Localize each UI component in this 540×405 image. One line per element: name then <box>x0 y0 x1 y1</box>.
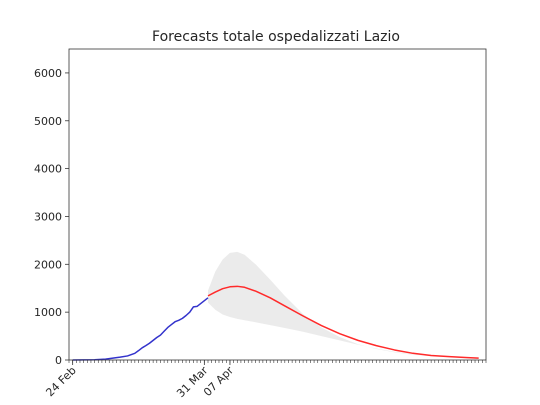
y-tick-label: 0 <box>55 354 62 367</box>
series-layer <box>72 285 479 361</box>
chart-title: Forecasts totale ospedalizzati Lazio <box>152 29 400 45</box>
forecast-series-line <box>207 285 479 359</box>
y-tick-label: 5000 <box>34 115 62 128</box>
y-tick-label: 2000 <box>34 258 62 271</box>
confidence-band <box>208 251 479 359</box>
y-tick-label: 4000 <box>34 163 62 176</box>
observed-series-line <box>72 297 209 361</box>
y-tick-label: 3000 <box>34 210 62 223</box>
confidence-band-layer <box>208 251 479 359</box>
y-tick-label: 1000 <box>34 306 62 319</box>
y-axis: 0 1000 2000 3000 4000 5000 6000 <box>34 67 69 367</box>
y-tick-label: 6000 <box>34 67 62 80</box>
